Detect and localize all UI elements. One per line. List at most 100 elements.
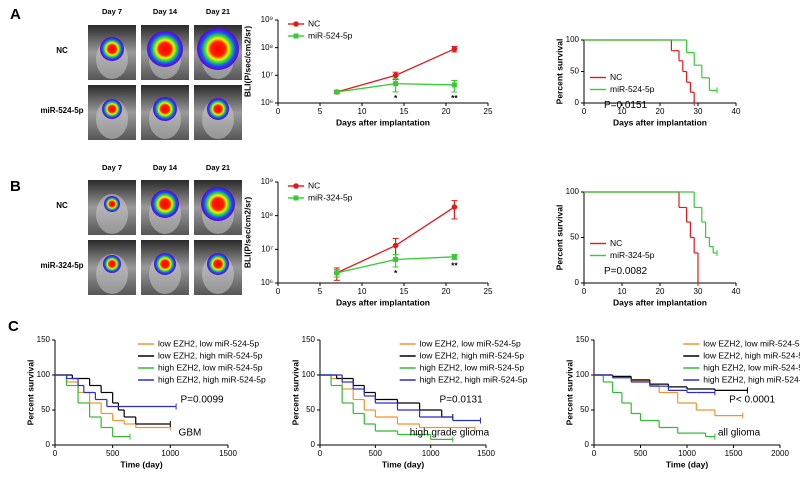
legend-label: low EZH2, high miR-524-5p xyxy=(420,350,525,360)
x-tick-label: 20 xyxy=(656,107,665,116)
x-tick-label: 500 xyxy=(369,449,383,458)
bli-signal xyxy=(207,98,229,120)
y-tick-label: 10⁷ xyxy=(261,244,273,253)
y-tick-label: 50 xyxy=(580,405,589,414)
bli-signal xyxy=(102,99,122,119)
y-tick-label: 100 xyxy=(566,35,580,44)
y-tick-label: 10⁶ xyxy=(261,278,273,287)
cohort-label: high grade glioma xyxy=(410,428,490,439)
significance-mark: ** xyxy=(451,93,458,103)
significance-mark: ** xyxy=(451,261,458,271)
x-tick-label: 30 xyxy=(694,287,703,296)
bli-signal xyxy=(154,253,176,275)
bli-signal xyxy=(153,97,177,121)
y-tick-label: 100 xyxy=(566,187,580,196)
legend-label: NC xyxy=(610,72,622,82)
data-point xyxy=(393,256,399,262)
legend-label: low EZH2, low miR-524-5p xyxy=(420,338,521,348)
y-tick-label: 0 xyxy=(575,98,580,107)
legend-label: miR-524-5p xyxy=(308,30,353,40)
p-value: P=0.0082 xyxy=(604,266,648,277)
data-point xyxy=(393,81,399,87)
data-point xyxy=(451,82,457,88)
data-point xyxy=(451,46,458,52)
x-axis-title: Time (day) xyxy=(120,459,163,469)
p-value: P=0.0151 xyxy=(604,100,648,111)
y-tick-label: 50 xyxy=(570,233,579,242)
x-tick-label: 40 xyxy=(732,287,741,296)
y-tick-label: 50 xyxy=(570,67,579,76)
x-tick-label: 10 xyxy=(358,287,367,296)
legend-label: high EZH2, high miR-524-5p xyxy=(703,374,800,384)
legend-marker xyxy=(293,33,299,39)
x-axis-title: Days after implantation xyxy=(613,297,707,307)
x-tick-label: 30 xyxy=(694,107,703,116)
x-tick-label: 0 xyxy=(592,449,597,458)
x-tick-label: 500 xyxy=(634,449,648,458)
day-label: Day 21 xyxy=(206,163,230,172)
x-tick-label: 10 xyxy=(358,107,367,116)
x-tick-label: 0 xyxy=(318,449,323,458)
day-label: Day 14 xyxy=(153,7,178,16)
legend-label: NC xyxy=(308,18,320,28)
legend-label: miR-524-5p xyxy=(610,84,655,94)
day-label: Day 7 xyxy=(102,163,122,172)
x-axis-title: Days after implantation xyxy=(336,117,430,127)
x-axis-title: Days after implantation xyxy=(613,117,707,127)
legend-marker xyxy=(293,195,299,201)
y-tick-label: 150 xyxy=(37,335,51,344)
x-tick-label: 40 xyxy=(732,107,741,116)
x-axis-title: Time (day) xyxy=(382,459,425,469)
legend-label: NC xyxy=(610,238,622,248)
p-value: P=0.0131 xyxy=(440,395,484,406)
bli-signal xyxy=(100,37,124,61)
x-tick-label: 0 xyxy=(276,287,281,296)
legend-label: miR-324-5p xyxy=(308,192,353,202)
y-tick-label: 10⁸ xyxy=(261,43,273,52)
group-label: NC xyxy=(56,46,68,55)
data-point xyxy=(392,242,399,249)
x-tick-label: 5 xyxy=(318,287,323,296)
cohort-label: all glioma xyxy=(718,428,761,439)
y-tick-label: 150 xyxy=(302,335,316,344)
x-tick-label: 1000 xyxy=(161,449,179,458)
y-tick-label: 0 xyxy=(311,440,316,449)
y-axis-title: Percent survival xyxy=(25,360,35,426)
y-axis-title: Percent survival xyxy=(564,360,574,426)
legend-marker xyxy=(293,183,299,189)
y-tick-label: 10⁷ xyxy=(261,70,273,79)
legend-label: miR-324-5p xyxy=(610,250,655,260)
significance-mark: * xyxy=(394,93,398,103)
x-tick-label: 0 xyxy=(276,107,281,116)
p-value: P=0.0099 xyxy=(180,395,224,406)
x-tick-label: 20 xyxy=(442,287,451,296)
x-tick-label: 1000 xyxy=(678,449,696,458)
bli-signal xyxy=(207,253,229,275)
legend-marker xyxy=(293,21,299,27)
legend-label: high EZH2, low miR-524-5p xyxy=(703,362,800,372)
bli-signal xyxy=(104,196,120,212)
x-tick-label: 10 xyxy=(618,107,627,116)
day-label: Day 14 xyxy=(153,163,178,172)
legend-label: high EZH2, low miR-524-5p xyxy=(420,362,525,372)
significance-mark: * xyxy=(394,268,398,278)
y-tick-label: 10⁹ xyxy=(261,15,273,24)
y-tick-label: 100 xyxy=(37,370,51,379)
legend-label: low EZH2, low miR-524-5p xyxy=(703,338,800,348)
data-point xyxy=(392,72,399,79)
x-axis-title: Days after implantation xyxy=(336,297,430,307)
legend-label: high EZH2, low miR-524-5p xyxy=(158,362,263,372)
x-tick-label: 1500 xyxy=(477,449,495,458)
bli-signal xyxy=(197,28,239,70)
day-label: Day 7 xyxy=(102,7,122,16)
x-tick-label: 1500 xyxy=(725,449,743,458)
x-tick-label: 0 xyxy=(582,287,587,296)
y-tick-label: 0 xyxy=(575,278,580,287)
day-label: Day 21 xyxy=(206,7,230,16)
cohort-label: GBM xyxy=(179,428,202,439)
panel-label: A xyxy=(10,6,21,23)
y-axis-title: Percent survival xyxy=(290,360,300,426)
group-label: NC xyxy=(56,201,68,210)
y-tick-label: 10⁸ xyxy=(261,211,273,220)
